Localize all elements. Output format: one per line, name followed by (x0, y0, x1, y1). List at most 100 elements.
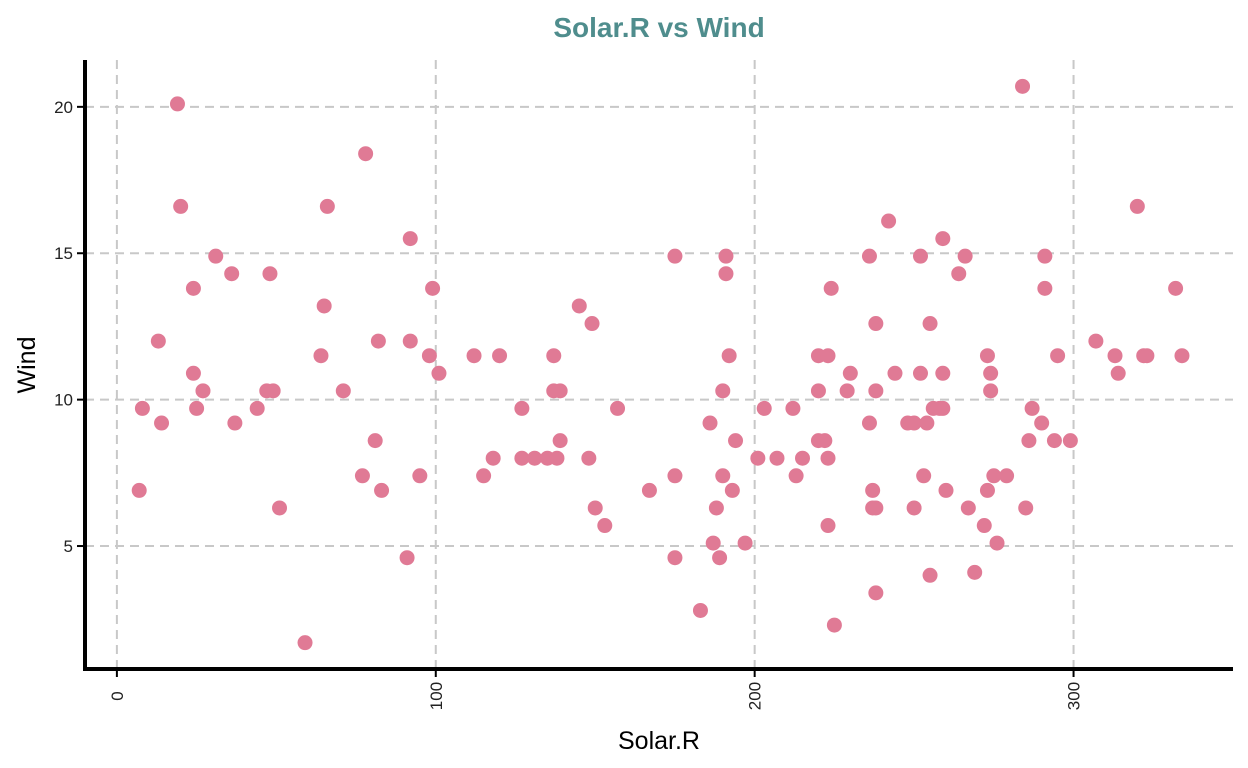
data-point (354, 468, 370, 484)
data-point (718, 266, 734, 282)
data-point (820, 518, 836, 534)
data-point (715, 468, 731, 484)
data-point (986, 468, 1002, 484)
data-point (195, 383, 211, 399)
data-point (721, 348, 737, 364)
data-point (724, 482, 740, 498)
y-tick-label: 15 (54, 244, 73, 263)
data-point (131, 482, 147, 498)
data-point (249, 400, 265, 416)
data-point (597, 518, 613, 534)
data-point (868, 585, 884, 601)
x-tick-label: 200 (746, 682, 765, 710)
data-point (785, 400, 801, 416)
data-point (868, 383, 884, 399)
data-point (313, 348, 329, 364)
data-point (1129, 198, 1145, 214)
data-point (705, 535, 721, 551)
data-point (667, 468, 683, 484)
data-point (919, 415, 935, 431)
data-point (402, 231, 418, 247)
data-point (581, 450, 597, 466)
data-point (769, 450, 785, 466)
data-point (976, 518, 992, 534)
data-point (527, 450, 543, 466)
data-point (150, 333, 166, 349)
data-point (887, 365, 903, 381)
data-point (737, 535, 753, 551)
data-point (514, 400, 530, 416)
data-point (868, 316, 884, 332)
data-point (906, 500, 922, 516)
data-point (708, 500, 724, 516)
data-point (173, 198, 189, 214)
data-point (227, 415, 243, 431)
data-point (916, 468, 932, 484)
data-point (788, 468, 804, 484)
data-point (370, 333, 386, 349)
data-point (667, 248, 683, 264)
data-point (1021, 433, 1037, 449)
data-point (692, 602, 708, 618)
data-point (861, 248, 877, 264)
data-point (817, 433, 833, 449)
x-tick-label: 300 (1065, 682, 1084, 710)
data-point (492, 348, 508, 364)
data-point (1139, 348, 1155, 364)
data-point (756, 400, 772, 416)
data-point (861, 415, 877, 431)
data-point (999, 468, 1015, 484)
x-tick-label: 0 (108, 691, 127, 700)
data-point (297, 635, 313, 651)
data-point (881, 213, 897, 229)
data-point (154, 415, 170, 431)
data-point (1168, 280, 1184, 296)
data-point (912, 365, 928, 381)
data-point (552, 383, 568, 399)
data-point (466, 348, 482, 364)
data-point (979, 482, 995, 498)
data-point (922, 567, 938, 583)
data-point (1062, 433, 1078, 449)
data-point (265, 383, 281, 399)
y-tick-label: 10 (54, 391, 73, 410)
data-point (868, 500, 884, 516)
data-point (728, 433, 744, 449)
data-point (272, 500, 288, 516)
data-point (546, 348, 562, 364)
data-point (712, 550, 728, 566)
data-point (983, 383, 999, 399)
axis-ticks: 0 100 200 300 5 10 15 20 (54, 98, 1083, 710)
data-point (185, 280, 201, 296)
data-point (842, 365, 858, 381)
data-point (319, 198, 335, 214)
data-point (641, 482, 657, 498)
data-point (922, 316, 938, 332)
data-point (967, 564, 983, 580)
data-point (485, 450, 501, 466)
data-point (552, 433, 568, 449)
data-point (1018, 500, 1034, 516)
data-point (718, 248, 734, 264)
data-point (374, 482, 390, 498)
data-point (667, 550, 683, 566)
data-point (367, 433, 383, 449)
data-point (358, 146, 374, 162)
data-point (989, 535, 1005, 551)
data-point (1024, 400, 1040, 416)
data-point (938, 482, 954, 498)
data-point (715, 383, 731, 399)
y-tick-label: 20 (54, 98, 73, 117)
data-point (402, 333, 418, 349)
data-point (134, 400, 150, 416)
x-axis-label: Solar.R (618, 727, 700, 755)
data-point (826, 617, 842, 633)
data-point (906, 415, 922, 431)
data-point (335, 383, 351, 399)
data-point (316, 298, 332, 314)
data-point (1174, 348, 1190, 364)
data-point (1107, 348, 1123, 364)
gridlines (85, 60, 1233, 669)
data-point (823, 280, 839, 296)
